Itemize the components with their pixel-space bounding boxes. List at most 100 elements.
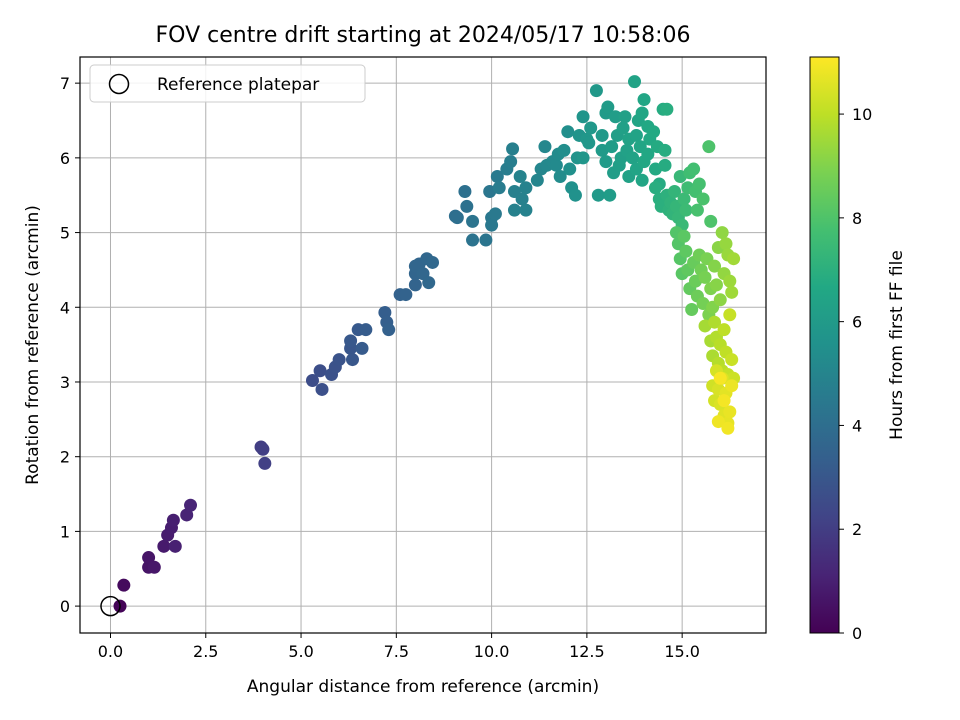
- data-point: [709, 278, 723, 292]
- data-point: [519, 203, 533, 217]
- y-tick-label: 0: [60, 597, 70, 616]
- data-point: [466, 233, 480, 247]
- data-point: [345, 353, 359, 367]
- data-point: [117, 578, 131, 592]
- legend-marker: [108, 73, 130, 95]
- plot-frame: [79, 56, 767, 634]
- data-point: [603, 188, 617, 202]
- data-point: [490, 170, 504, 184]
- data-point: [561, 125, 575, 139]
- data-point: [658, 143, 672, 157]
- data-point: [711, 415, 725, 429]
- data-point: [616, 121, 630, 135]
- data-point: [507, 203, 521, 217]
- data-point: [708, 259, 722, 273]
- data-point: [723, 308, 737, 322]
- y-tick-label: 4: [60, 298, 70, 317]
- data-point: [582, 136, 596, 150]
- data-point: [723, 274, 737, 288]
- data-point: [458, 184, 472, 198]
- colorbar-tick-label: 10: [852, 105, 872, 124]
- data-point: [679, 203, 693, 217]
- data-point: [576, 110, 590, 124]
- colorbar-ticks: 0 2 4 6 8 10: [839, 105, 872, 643]
- data-point: [591, 188, 605, 202]
- data-point: [647, 125, 661, 139]
- data-point: [519, 181, 533, 195]
- data-point: [256, 442, 270, 456]
- data-point: [479, 233, 493, 247]
- data-point: [166, 513, 180, 527]
- data-point: [704, 214, 718, 228]
- data-point: [677, 192, 691, 206]
- data-point: [426, 255, 440, 269]
- data-point: [608, 110, 622, 124]
- x-axis-label: Angular distance from reference (arcmin): [247, 677, 599, 697]
- data-point: [315, 382, 329, 396]
- data-point: [485, 218, 499, 232]
- data-point: [719, 237, 733, 251]
- data-point: [460, 199, 474, 213]
- data-point: [568, 188, 582, 202]
- data-point: [450, 211, 464, 225]
- data-point: [466, 214, 480, 228]
- data-point: [332, 353, 346, 367]
- data-point: [717, 323, 731, 337]
- data-point: [378, 306, 392, 320]
- data-point: [355, 341, 369, 355]
- data-point: [637, 93, 651, 107]
- data-point: [618, 110, 632, 124]
- data-point: [305, 373, 319, 387]
- data-point: [488, 207, 502, 221]
- y-tick-label: 5: [60, 224, 70, 243]
- data-point: [506, 142, 520, 156]
- data-point: [563, 162, 577, 176]
- data-point: [601, 100, 615, 114]
- data-point: [679, 244, 693, 258]
- data-point: [492, 181, 506, 195]
- x-tick-label: 12.5: [569, 642, 605, 661]
- data-point: [504, 155, 518, 169]
- data-point: [142, 551, 156, 565]
- data-point: [721, 421, 735, 435]
- data-point: [422, 276, 436, 290]
- colorbar-tick-label: 0: [852, 624, 862, 643]
- y-tick-label: 2: [60, 448, 70, 467]
- data-point: [184, 498, 198, 512]
- chart-title: FOV centre drift starting at 2024/05/17 …: [156, 23, 691, 48]
- reference-point-marker: [100, 595, 121, 617]
- data-point: [626, 151, 640, 165]
- x-tick-label: 2.5: [193, 642, 218, 661]
- colorbar-tick-label: 6: [852, 313, 862, 332]
- data-point: [538, 140, 552, 154]
- x-tick-label: 15.0: [664, 642, 700, 661]
- data-point: [399, 288, 413, 302]
- data-point: [725, 353, 739, 367]
- data-point: [629, 128, 643, 142]
- data-point: [717, 394, 731, 408]
- data-point: [677, 229, 691, 243]
- data-point: [702, 140, 716, 154]
- data-point: [648, 181, 662, 195]
- data-point: [685, 303, 699, 317]
- y-tick-label: 1: [60, 522, 70, 541]
- grid-lines: [80, 57, 766, 633]
- data-point: [605, 140, 619, 154]
- colorbar: [809, 56, 840, 634]
- data-point: [668, 184, 682, 198]
- x-tick-label: 0.0: [98, 642, 123, 661]
- y-axis-ticks: 0 1 2 3 4 5 6 7: [60, 74, 80, 616]
- y-tick-label: 7: [60, 74, 70, 93]
- data-point: [713, 293, 727, 307]
- data-point: [715, 226, 729, 240]
- data-point: [723, 405, 737, 419]
- data-point: [408, 278, 422, 292]
- data-point: [641, 147, 655, 161]
- data-point: [584, 121, 598, 135]
- y-tick-label: 3: [60, 373, 70, 392]
- colorbar-tick-label: 8: [852, 209, 862, 228]
- colorbar-tick-label: 2: [852, 520, 862, 539]
- data-point: [157, 539, 171, 553]
- data-point: [515, 192, 529, 206]
- data-point: [344, 334, 358, 348]
